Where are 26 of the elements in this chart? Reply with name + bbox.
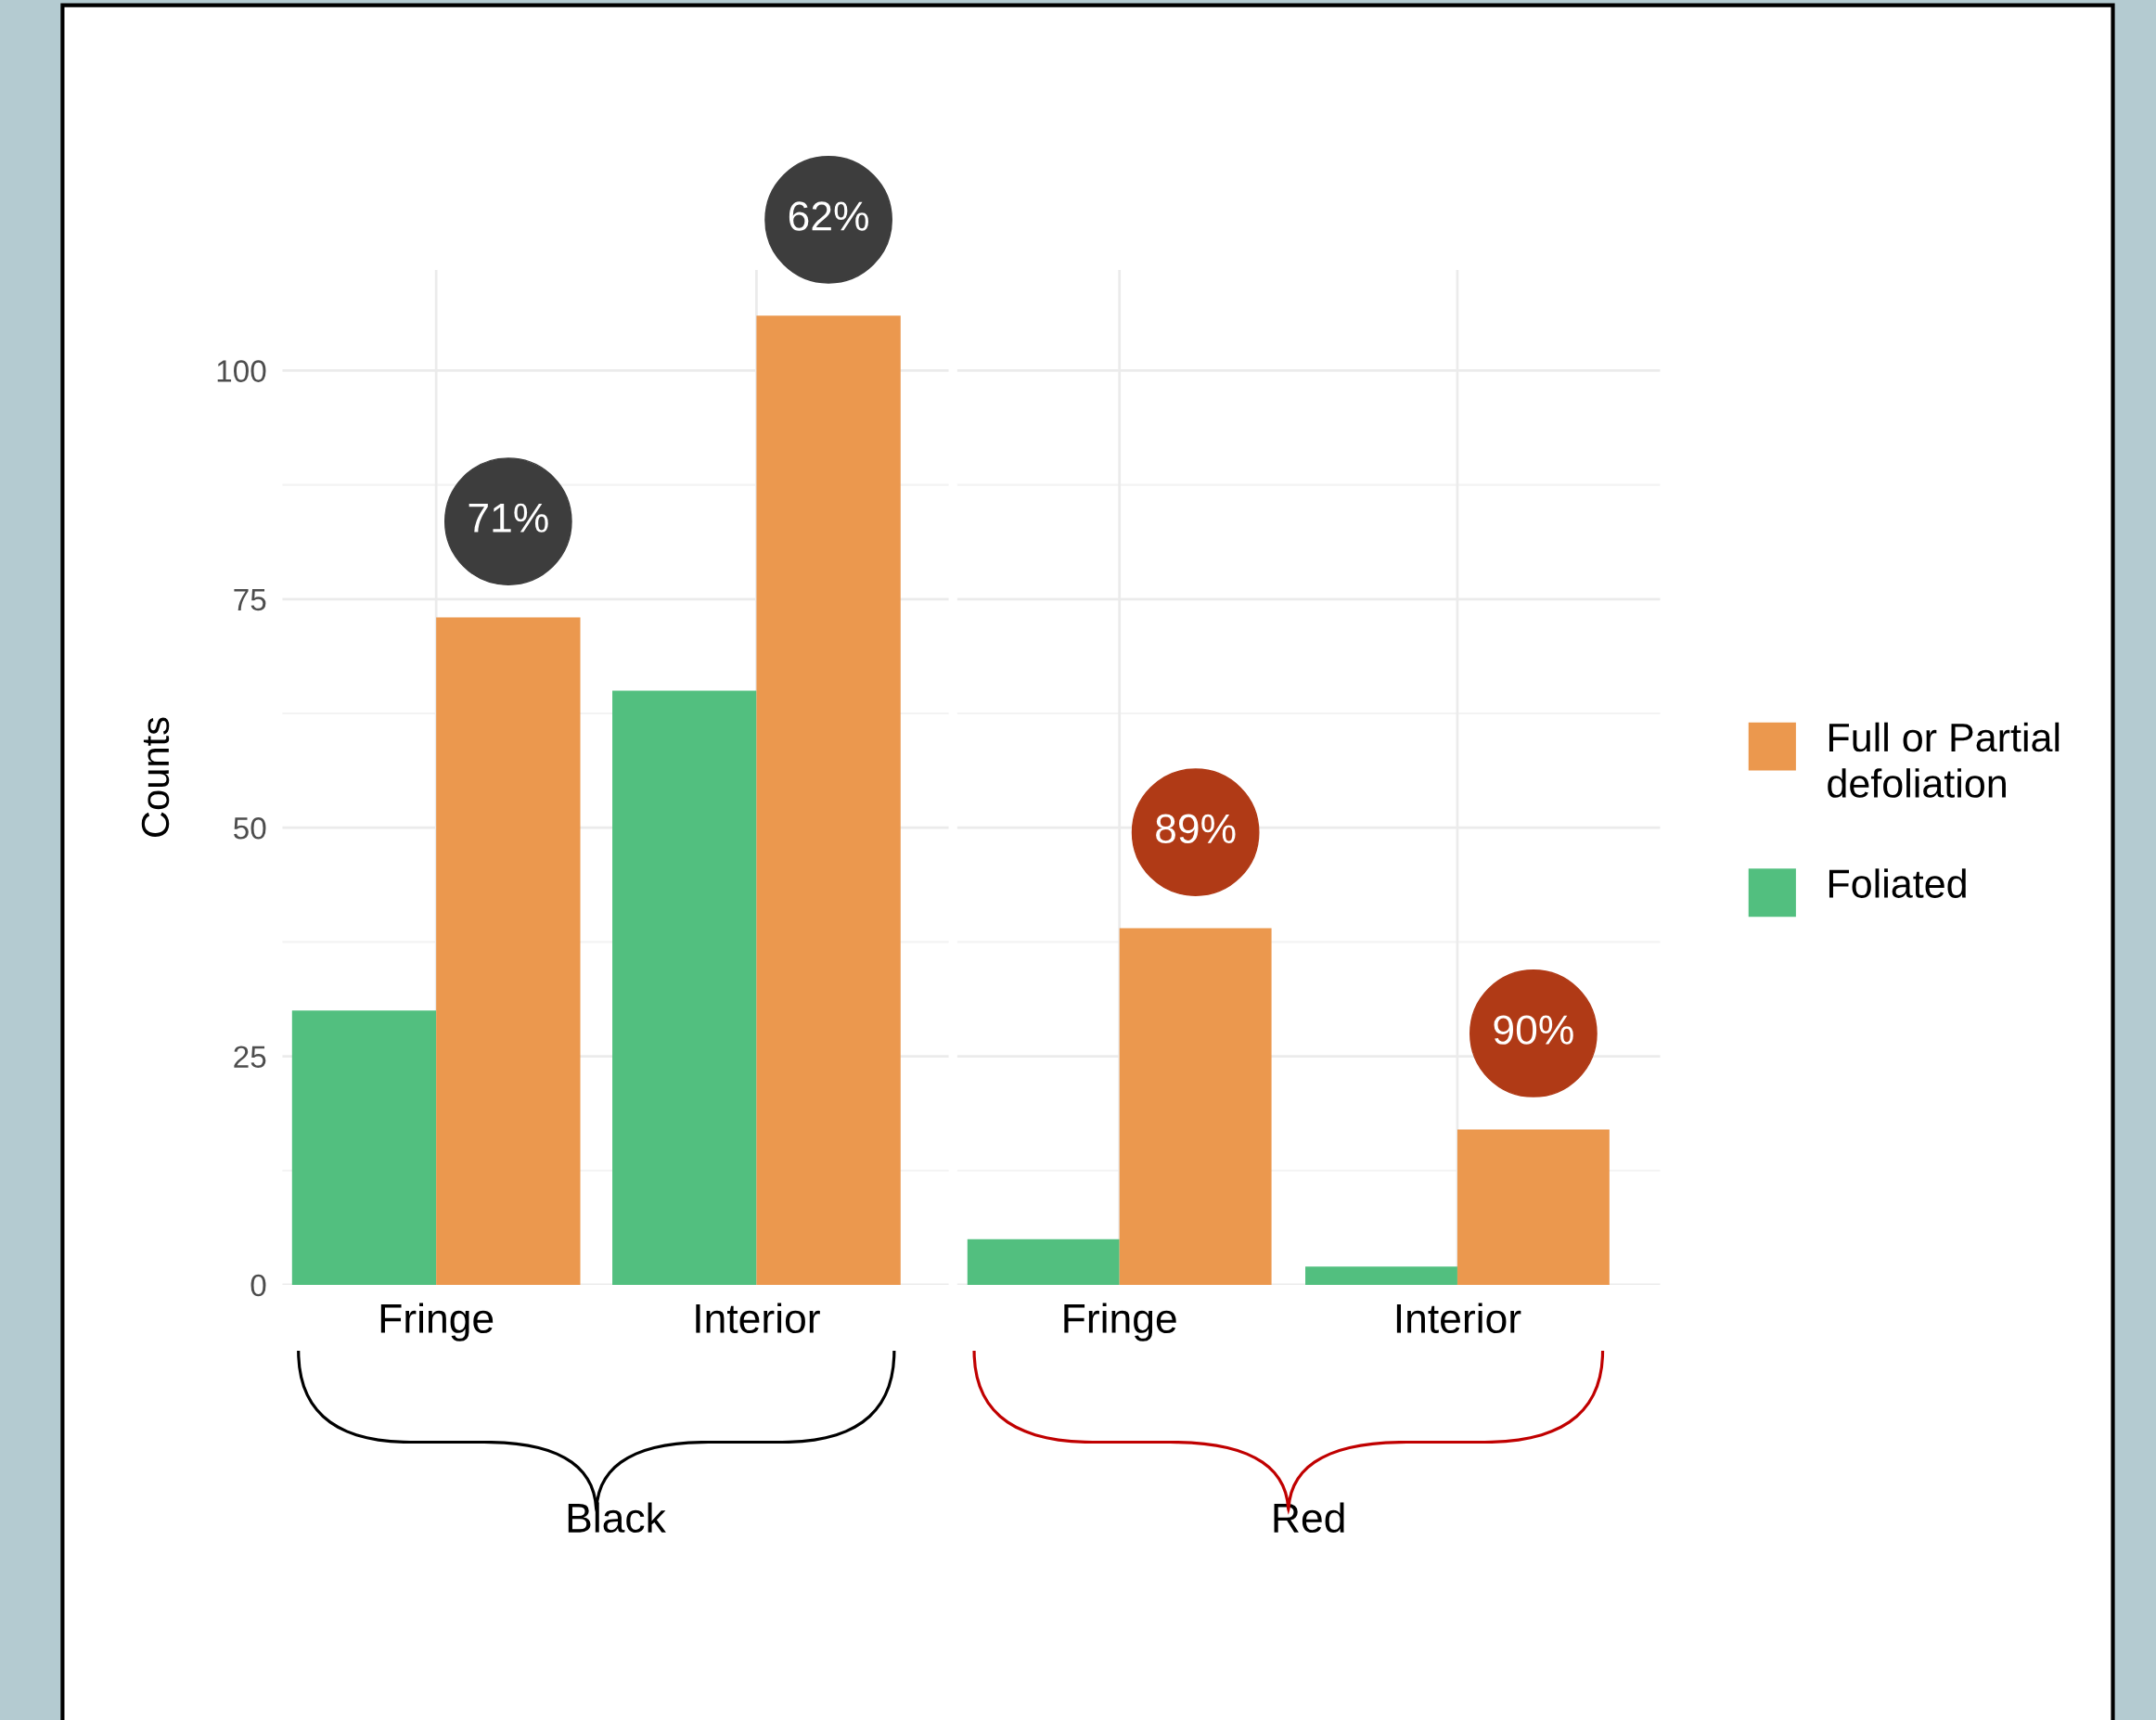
bar [967,1239,1120,1285]
bar [756,315,901,1285]
bar [1119,928,1272,1285]
x-tick-label: Interior [696,1303,820,1334]
bar [291,1010,437,1285]
x-tick-label: Interior [1396,1303,1521,1334]
legend-label: Foliated [1829,868,1966,898]
bar [612,690,757,1285]
x-tick-label: Fringe [1064,1303,1176,1341]
y-axis-title: Counts [141,717,170,837]
bar [1305,1266,1457,1285]
bar [436,617,581,1285]
annotation: 90% [1494,1015,1573,1045]
annotation: 71% [468,503,548,533]
annotation: 62% [789,201,868,231]
x-axis-title: Black [568,1502,666,1534]
y-tick-label: 100 [217,360,266,382]
y-tick-label: 75 [234,588,266,611]
y-tick-label: 50 [234,817,266,840]
bar [1457,1129,1610,1285]
legend-label: Full or Partial defoliation [1828,722,2060,798]
x-tick-label: Fringe [380,1303,494,1341]
x-axis-title: Red [1274,1502,1344,1534]
y-tick-label: 0 [250,1274,266,1297]
y-tick-label: 25 [234,1046,266,1068]
annotation: 89% [1156,814,1236,844]
